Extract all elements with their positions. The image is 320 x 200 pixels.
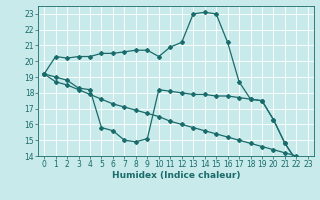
X-axis label: Humidex (Indice chaleur): Humidex (Indice chaleur) [112,171,240,180]
